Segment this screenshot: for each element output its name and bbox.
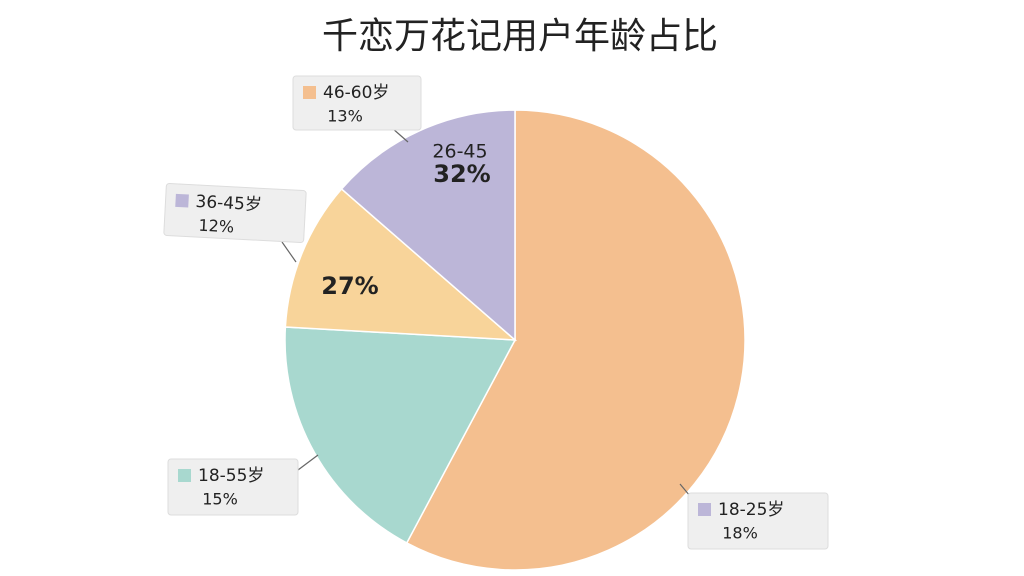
callout: 18-55岁 15% xyxy=(167,458,299,516)
callout-value: 18% xyxy=(722,524,758,543)
callout-box xyxy=(163,183,307,243)
callout-value: 13% xyxy=(327,107,363,126)
callout-value: 15% xyxy=(202,490,238,509)
callout-marker xyxy=(178,469,191,482)
callout-label: 36-45岁 xyxy=(195,192,262,215)
callout-marker xyxy=(175,193,189,208)
pie xyxy=(284,109,746,571)
leader-line xyxy=(297,454,319,471)
callout-label: 46-60岁 xyxy=(323,83,389,103)
pie-slice xyxy=(340,109,516,342)
callout-marker xyxy=(698,503,711,516)
callout-box xyxy=(687,492,829,550)
inner-value: 27% xyxy=(321,272,378,300)
leader-line xyxy=(281,241,297,263)
pie-slice xyxy=(284,187,518,341)
inner-value: 32% xyxy=(433,160,490,188)
callout-label: 18-55岁 xyxy=(198,466,264,486)
callout-label: 18-25岁 xyxy=(718,500,784,520)
callout-marker xyxy=(303,86,316,99)
callout: 18-25岁 18% xyxy=(687,492,829,550)
pie-slice xyxy=(284,326,517,544)
inner-label: 26-45 xyxy=(432,141,487,163)
callout-box xyxy=(292,75,422,131)
callout-value: 12% xyxy=(198,216,235,237)
pie-slice xyxy=(405,109,746,571)
callout-box xyxy=(167,458,299,516)
chart-title: 千恋万花记用户年龄占比 xyxy=(322,16,718,57)
callout: 46-60岁 13% xyxy=(292,75,422,131)
